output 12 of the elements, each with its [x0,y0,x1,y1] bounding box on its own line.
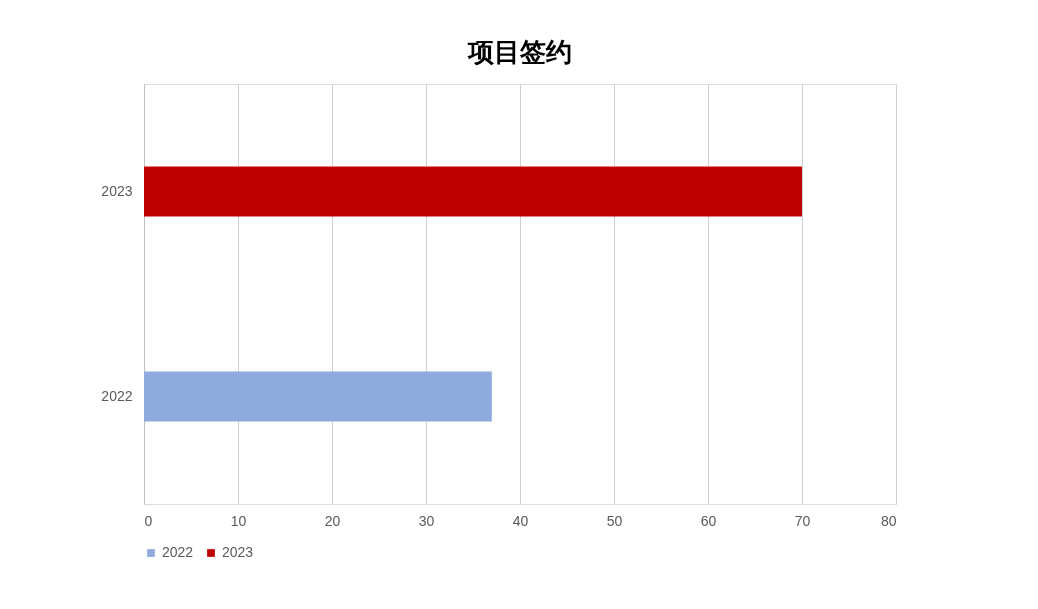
legend-label: 2022 [162,544,194,560]
chart-title: 项目签约 [467,37,572,67]
x-tick-label: 10 [230,512,247,529]
x-tick-label: 0 [144,512,153,529]
x-tick-label: 80 [880,512,897,529]
legend-label: 2023 [222,544,254,560]
x-tick-label: 20 [324,512,341,529]
x-tick-label: 40 [512,512,529,529]
x-tick-label: 50 [606,512,623,529]
x-tick-label: 30 [418,512,435,529]
x-tick-label: 70 [794,512,811,529]
x-tick-label: 60 [700,512,717,529]
